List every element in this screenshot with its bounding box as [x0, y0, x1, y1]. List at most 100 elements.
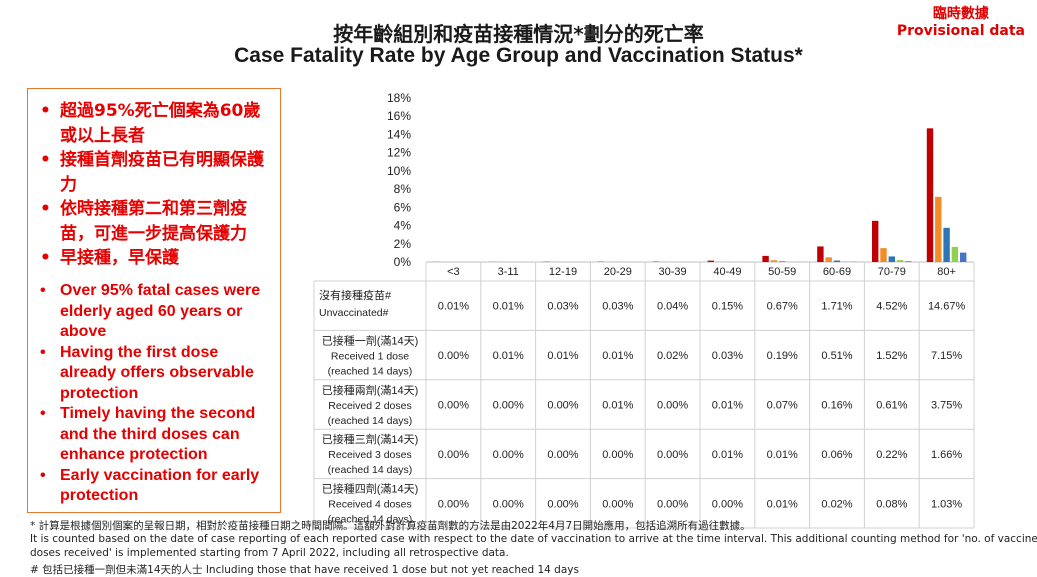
title-chinese: 按年齡組別和疫苗接種情況*劃分的死亡率 [333, 22, 704, 46]
data-label: 0.01% [493, 350, 524, 362]
data-label: 0.03% [547, 301, 578, 313]
bar-50-59-series-3 [779, 261, 786, 262]
data-label: 0.00% [493, 400, 524, 412]
data-label: 0.00% [547, 400, 578, 412]
data-label: 0.00% [657, 498, 688, 510]
data-label: 0.03% [712, 350, 743, 362]
category-label: 80+ [937, 266, 956, 278]
data-label: 0.00% [493, 498, 524, 510]
data-label: 1.03% [931, 498, 962, 510]
y-tick-label: 0% [394, 255, 412, 269]
series-name-en: Received 4 doses [328, 499, 411, 511]
data-label: 0.01% [712, 449, 743, 461]
data-label: 0.01% [547, 350, 578, 362]
bar-60-69-series-4 [842, 261, 849, 262]
data-label: 3.75% [931, 400, 962, 412]
y-tick-label: 14% [387, 127, 411, 141]
bar-80+-series-1 [926, 128, 934, 262]
category-label: 70-79 [878, 266, 906, 278]
series-name-note: (reached 14 days) [328, 464, 413, 476]
y-tick-label: 2% [394, 237, 412, 251]
provisional-label-en: Provisional data [896, 23, 1025, 39]
data-label: 0.00% [547, 498, 578, 510]
data-label: 4.52% [876, 301, 907, 313]
series-name-zh: 已接種兩劑(滿14天) [322, 383, 419, 397]
category-label: 12-19 [549, 266, 577, 278]
data-label: 0.00% [602, 498, 633, 510]
key-point-zh-2: 接種首劑疫苗已有明顯保護力 [38, 148, 276, 197]
key-point-zh-3: 依時接種第二和第三劑疫苗，可進一步提高保護力 [38, 197, 276, 246]
bar-70-79-series-1 [872, 220, 879, 262]
category-label: <3 [447, 266, 460, 278]
series-name-en: Received 2 doses [328, 400, 411, 412]
category-label: 50-59 [768, 266, 796, 278]
key-point-en-3: Timely having the second and the third d… [38, 404, 276, 466]
data-label: 0.15% [712, 301, 743, 313]
data-label: 0.00% [657, 449, 688, 461]
bar-50-59-series-1 [762, 255, 769, 262]
bar-40-49-series-1 [707, 260, 714, 262]
y-tick-label: 4% [394, 219, 412, 233]
data-label: 0.01% [767, 498, 798, 510]
bar-80+-series-5 [960, 252, 967, 262]
key-point-en-4: Early vaccination for early protection [38, 466, 276, 507]
category-label: 40-49 [713, 266, 741, 278]
bar-70-79-series-4 [896, 259, 904, 262]
bar-80+-series-3 [943, 227, 950, 262]
y-tick-label: 10% [387, 164, 411, 178]
data-label: 0.00% [712, 498, 743, 510]
data-label: 0.01% [602, 350, 633, 362]
series-name-en: Unvaccinated# [319, 307, 389, 319]
data-label: 1.66% [931, 449, 962, 461]
data-label: 0.03% [602, 301, 633, 313]
data-label: 0.01% [438, 301, 469, 313]
bar-60-69-series-1 [817, 246, 824, 262]
y-tick-label: 16% [387, 109, 411, 123]
key-point-zh-4: 早接種，早保護 [38, 246, 276, 271]
data-label: 0.19% [767, 350, 798, 362]
bar-50-59-series-2 [770, 260, 778, 262]
data-label: 0.51% [821, 350, 852, 362]
bar-80+-series-2 [935, 196, 942, 262]
data-label: 0.67% [767, 301, 798, 313]
series-name-en: Received 3 doses [328, 449, 411, 461]
bar-60-69-series-2 [825, 257, 832, 262]
data-label: 0.01% [712, 400, 743, 412]
data-label: 0.00% [438, 350, 469, 362]
y-tick-label: 18% [387, 91, 411, 105]
bar-70-79-series-5 [905, 261, 912, 262]
provisional-label-zh: 臨時數據 [932, 6, 989, 22]
data-label: 0.00% [438, 400, 469, 412]
data-label: 0.00% [493, 449, 524, 461]
data-label: 0.06% [821, 449, 852, 461]
data-label: 0.00% [438, 498, 469, 510]
data-label: 1.52% [876, 350, 907, 362]
data-label: 0.01% [493, 301, 524, 313]
data-label: 14.67% [928, 301, 966, 313]
data-label: 0.16% [821, 400, 852, 412]
y-tick-label: 6% [394, 200, 412, 214]
data-label: 0.00% [602, 449, 633, 461]
data-label: 0.00% [438, 449, 469, 461]
category-label: 30-39 [659, 266, 687, 278]
series-name-zh: 已接種一劑(滿14天) [322, 333, 419, 347]
data-label: 7.15% [931, 350, 962, 362]
key-point-zh-1: 超過95%死亡個案為60歲或以上長者 [38, 99, 276, 148]
category-label: 60-69 [823, 266, 851, 278]
data-label: 0.07% [767, 400, 798, 412]
data-label: 0.01% [767, 449, 798, 461]
series-name-note: (reached 14 days) [328, 415, 413, 427]
data-label: 0.00% [657, 400, 688, 412]
y-tick-label: 8% [394, 182, 412, 196]
footnote-3: doses received' is implemented starting … [30, 547, 509, 559]
series-name-zh: 已接種四劑(滿14天) [322, 482, 419, 496]
data-label: 0.00% [547, 449, 578, 461]
bar-60-69-series-3 [833, 260, 841, 262]
provisional-data-label: 臨時數據 Provisional data [897, 6, 1025, 40]
series-name-note: (reached 14 days) [328, 365, 413, 377]
key-points-en: Over 95% fatal cases were elderly aged 6… [38, 281, 276, 507]
title-english: Case Fatality Rate by Age Group and Vacc… [234, 44, 803, 67]
footnote-1: * 計算是根據個別個案的呈報日期，相對於疫苗接種日期之時間間隔。這額外對計算疫苗… [30, 520, 751, 532]
data-label: 0.04% [657, 301, 688, 313]
